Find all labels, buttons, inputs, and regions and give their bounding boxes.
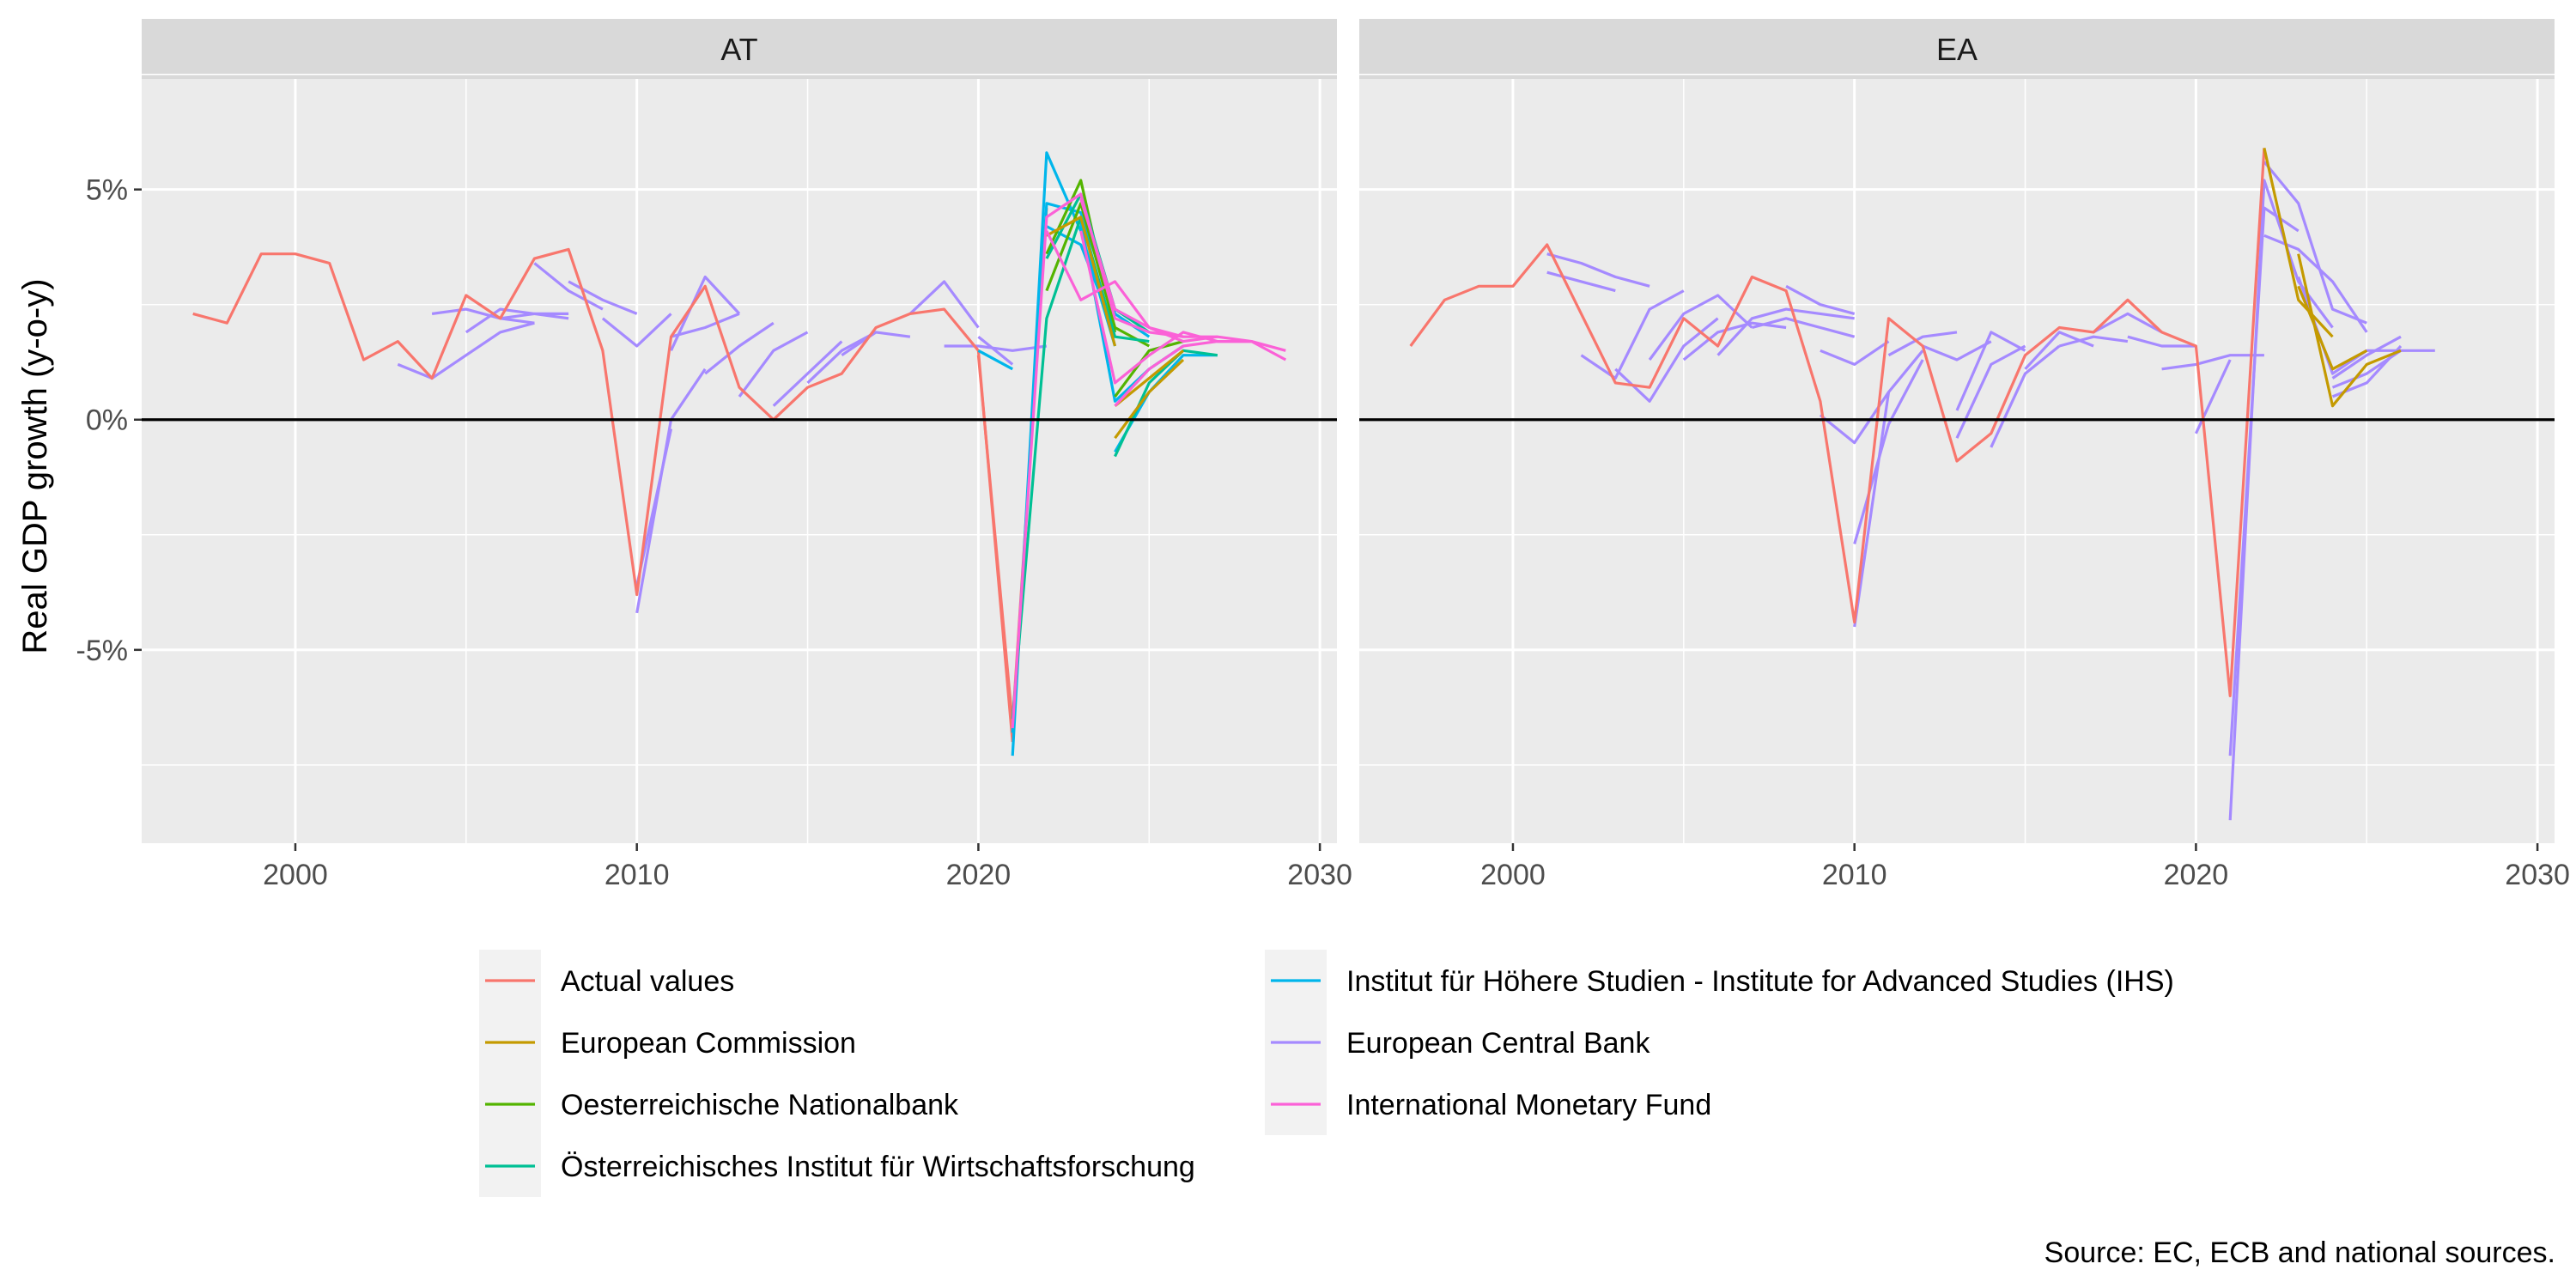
series-lines <box>1409 148 2435 821</box>
x-tick-label: 2010 <box>605 859 670 891</box>
series-line <box>465 307 569 334</box>
series-line <box>1580 289 1685 380</box>
series-line <box>1046 216 1117 347</box>
series-line <box>1546 252 1650 288</box>
legend-label: Oesterreichische Nationalbank <box>561 1089 959 1121</box>
series-line <box>1820 340 1890 366</box>
series-line <box>192 247 1014 743</box>
series-line <box>1887 331 1958 357</box>
x-tick-label: 2030 <box>2505 859 2570 891</box>
legend-entry: European Central Bank <box>1265 1012 1650 1073</box>
series-line <box>1682 321 1787 361</box>
series-line <box>704 321 775 375</box>
series-line <box>738 331 809 398</box>
legend-label: International Monetary Fund <box>1346 1089 1711 1121</box>
series-line <box>1079 197 1184 338</box>
facet-label: AT <box>720 32 757 67</box>
y-axis-title: Real GDP growth (y-o-y) <box>16 278 54 653</box>
legend-entry: Österreichisches Institut für Wirtschaft… <box>479 1135 1195 1197</box>
series-line <box>2161 354 2264 371</box>
x-tick-label: 2020 <box>2164 859 2229 891</box>
series-line <box>2263 148 2334 338</box>
series-line <box>772 340 843 407</box>
series-line <box>601 313 672 348</box>
series-line <box>2263 234 2368 333</box>
series-line <box>1853 349 1924 628</box>
series-line <box>1955 331 2026 411</box>
series-line <box>2331 349 2435 389</box>
legend-entry: European Commission <box>479 1012 856 1073</box>
legend-entry: Oesterreichische Nationalbank <box>479 1073 959 1135</box>
legend-entry: Institut für Höhere Studien - Institute … <box>1265 950 2174 1012</box>
series-line <box>977 349 1013 371</box>
series-line <box>1716 307 1855 356</box>
y-tick-label: -5% <box>76 635 128 667</box>
series-line <box>841 331 911 357</box>
series-line <box>1853 359 1924 544</box>
panel-ea: EA 2000 2010 2020 2030 <box>1359 19 2570 891</box>
series-line <box>2194 359 2232 434</box>
series-line <box>670 275 741 351</box>
legend-entry: International Monetary Fund <box>1265 1073 1711 1135</box>
series-line <box>533 262 604 311</box>
series-line <box>2331 335 2402 380</box>
series-line <box>2058 335 2129 348</box>
series-line <box>2024 331 2094 370</box>
plot-background <box>142 79 1337 843</box>
panel-at: AT 2000 2010 2020 2030 5% 0% -5% <box>76 19 1352 891</box>
series-line <box>1785 284 1856 315</box>
x-tick-label: 2020 <box>946 859 1012 891</box>
series-line <box>2127 335 2196 348</box>
facet-panels: AT 2000 2010 2020 2030 5% 0% -5% EA 2000 2010 2020 2… <box>76 19 2570 891</box>
series-line <box>568 280 638 315</box>
series-line <box>977 335 1014 366</box>
series-line <box>1990 344 2061 448</box>
x-tick-label: 2000 <box>263 859 328 891</box>
series-line <box>2228 206 2300 756</box>
series-line <box>2263 161 2367 325</box>
legend-entry: Actual values <box>479 950 734 1012</box>
legend-label: Österreichisches Institut für Wirtschaft… <box>561 1151 1195 1183</box>
series-line <box>1114 349 1185 407</box>
legend-label: European Commission <box>561 1027 856 1060</box>
series-line <box>2297 285 2368 371</box>
legend-label: Actual values <box>561 965 734 998</box>
series-line <box>1546 270 1616 293</box>
series-lines <box>192 151 1287 756</box>
series-line <box>1114 340 1287 407</box>
source-caption: Source: EC, ECB and national sources. <box>2044 1236 2555 1269</box>
y-tick-label: 5% <box>86 174 128 207</box>
facet-strip <box>1359 19 2555 79</box>
series-line <box>1922 340 1992 361</box>
series-line <box>1409 148 2266 698</box>
x-tick-label: 2000 <box>1480 859 1546 891</box>
facet-strip <box>142 19 1337 79</box>
legend-label: Institut für Höhere Studien - Institute … <box>1346 965 2174 998</box>
facet-label: EA <box>1936 32 1978 67</box>
series-line <box>397 321 535 380</box>
series-line <box>908 280 980 329</box>
series-line <box>500 312 569 320</box>
x-tick-label: 2010 <box>1822 859 1887 891</box>
series-line <box>2093 312 2163 334</box>
series-line <box>1114 340 1184 398</box>
y-tick-label: 0% <box>86 404 128 437</box>
series-line <box>944 344 1048 352</box>
legend-label: European Central Bank <box>1346 1027 1650 1060</box>
series-line <box>431 307 535 325</box>
legend: Actual values European Commission Oesterre… <box>479 950 2174 1197</box>
series-line <box>1045 202 1151 348</box>
x-tick-label: 2030 <box>1287 859 1352 891</box>
series-line <box>1751 317 1856 338</box>
series-line <box>671 312 740 338</box>
series-line <box>1114 358 1185 440</box>
series-line <box>1955 344 2026 439</box>
